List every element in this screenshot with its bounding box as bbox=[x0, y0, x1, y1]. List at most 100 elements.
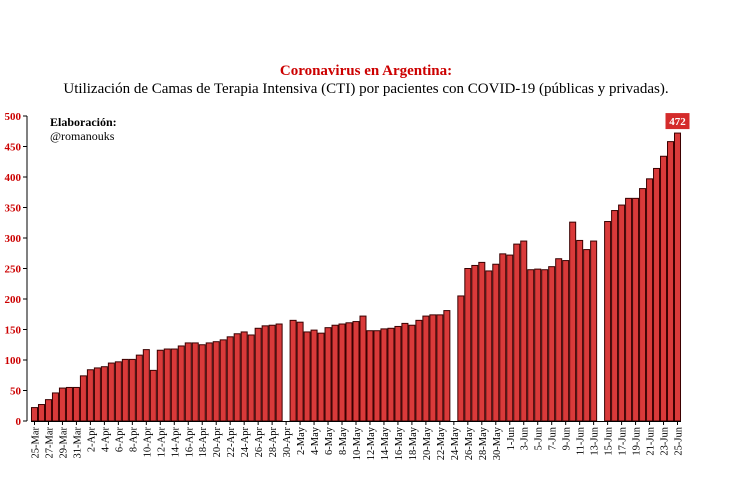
bar bbox=[191, 342, 199, 422]
y-tick-label: 500 bbox=[5, 111, 22, 123]
bar bbox=[156, 349, 164, 422]
peak-label-bg bbox=[665, 113, 690, 130]
x-tick-label: 28-May bbox=[478, 426, 489, 460]
bar bbox=[520, 240, 528, 422]
bar bbox=[170, 348, 178, 422]
x-tick-label: 29-Mar bbox=[58, 427, 69, 459]
bar bbox=[86, 369, 94, 422]
x-tick-label: 15-Jun bbox=[604, 426, 615, 455]
x-tick-label: 1-Jun bbox=[506, 426, 517, 450]
y-axis: 0 50 100 150 200 250 300 350 400 450 500 bbox=[5, 111, 28, 428]
x-tick-label: 8-Apr bbox=[128, 426, 139, 452]
x-tick-label: 24-Apr bbox=[240, 426, 251, 457]
bar bbox=[562, 260, 570, 422]
bar bbox=[674, 132, 682, 422]
x-tick-label: 20-May bbox=[422, 426, 433, 460]
y-tick-label: 250 bbox=[5, 264, 22, 276]
bar bbox=[653, 167, 661, 422]
y-tick-label: 300 bbox=[5, 233, 22, 245]
x-tick-label: 14-Apr bbox=[170, 426, 181, 457]
bar bbox=[485, 270, 493, 422]
credit-handle: @romanouks bbox=[50, 129, 115, 143]
bar bbox=[429, 314, 437, 422]
bar bbox=[163, 348, 171, 422]
bar bbox=[646, 178, 654, 422]
bar bbox=[513, 243, 521, 422]
bar bbox=[107, 362, 115, 422]
bar bbox=[93, 367, 101, 422]
bar bbox=[499, 253, 507, 422]
bar bbox=[604, 221, 612, 422]
x-tick-label: 21-Jun bbox=[646, 426, 657, 455]
bar bbox=[100, 366, 108, 422]
x-tick-label: 30-May bbox=[492, 426, 503, 460]
bar bbox=[72, 386, 80, 422]
bar bbox=[611, 210, 619, 422]
bar bbox=[219, 339, 227, 422]
bar bbox=[240, 331, 248, 422]
y-tick-label: 450 bbox=[5, 142, 22, 154]
bar bbox=[541, 269, 549, 422]
bar bbox=[457, 295, 465, 422]
bar bbox=[317, 332, 325, 422]
peak-annotation: 472 bbox=[665, 113, 690, 130]
bar bbox=[331, 324, 339, 422]
peak-label: 472 bbox=[669, 116, 686, 128]
x-tick-label: 28-Apr bbox=[268, 426, 279, 457]
bar bbox=[205, 342, 213, 422]
bar bbox=[338, 323, 346, 422]
bar bbox=[492, 263, 500, 422]
y-tick-label: 150 bbox=[5, 325, 22, 337]
bar bbox=[583, 249, 591, 422]
bar bbox=[58, 387, 66, 422]
bar bbox=[233, 333, 241, 422]
bar bbox=[471, 264, 479, 422]
bar bbox=[415, 319, 423, 422]
y-tick-label: 350 bbox=[5, 203, 22, 215]
bar bbox=[639, 188, 647, 422]
bar bbox=[114, 361, 122, 422]
x-tick-label: 25-Mar bbox=[30, 427, 41, 459]
bar bbox=[345, 322, 353, 422]
chart-subtitle: Utilización de Camas de Terapia Intensiv… bbox=[63, 81, 668, 97]
bar bbox=[247, 334, 255, 422]
bar bbox=[534, 268, 542, 422]
bar bbox=[590, 240, 598, 422]
x-tick-label: 31-Mar bbox=[72, 427, 83, 459]
y-tick-label: 200 bbox=[5, 294, 22, 306]
x-tick-label: 19-Jun bbox=[632, 426, 643, 455]
x-tick-label: 24-May bbox=[450, 426, 461, 460]
bar bbox=[366, 330, 374, 422]
bar bbox=[401, 322, 409, 422]
bar bbox=[555, 258, 563, 422]
bar bbox=[303, 331, 311, 422]
x-tick-label: 22-Apr bbox=[226, 426, 237, 457]
bar bbox=[632, 197, 640, 422]
x-tick-label: 16-Apr bbox=[184, 426, 195, 457]
x-tick-label: 6-May bbox=[324, 426, 335, 455]
x-tick-label: 26-Apr bbox=[254, 426, 265, 457]
bar bbox=[478, 261, 486, 422]
credit-label: Elaboración: bbox=[50, 115, 117, 129]
bar bbox=[226, 336, 234, 422]
bar bbox=[373, 330, 381, 422]
bar bbox=[289, 319, 297, 422]
x-tick-label: 2-Apr bbox=[86, 426, 97, 452]
bar bbox=[149, 369, 157, 422]
bar bbox=[30, 407, 38, 422]
bar bbox=[443, 310, 451, 422]
x-tick-label: 9-Jun bbox=[562, 426, 573, 450]
x-tick-label: 16-May bbox=[394, 426, 405, 460]
bar bbox=[37, 404, 45, 422]
bar bbox=[261, 325, 269, 422]
bar bbox=[464, 268, 472, 422]
bar bbox=[527, 269, 535, 422]
bar bbox=[177, 345, 185, 422]
x-tick-label: 30-Apr bbox=[282, 426, 293, 457]
bar bbox=[296, 321, 304, 422]
bar bbox=[667, 141, 675, 422]
y-tick-label: 100 bbox=[5, 355, 22, 367]
x-tick-label: 12-Apr bbox=[156, 426, 167, 457]
x-tick-label: 5-Jun bbox=[534, 426, 545, 450]
y-tick-label: 50 bbox=[10, 386, 22, 398]
